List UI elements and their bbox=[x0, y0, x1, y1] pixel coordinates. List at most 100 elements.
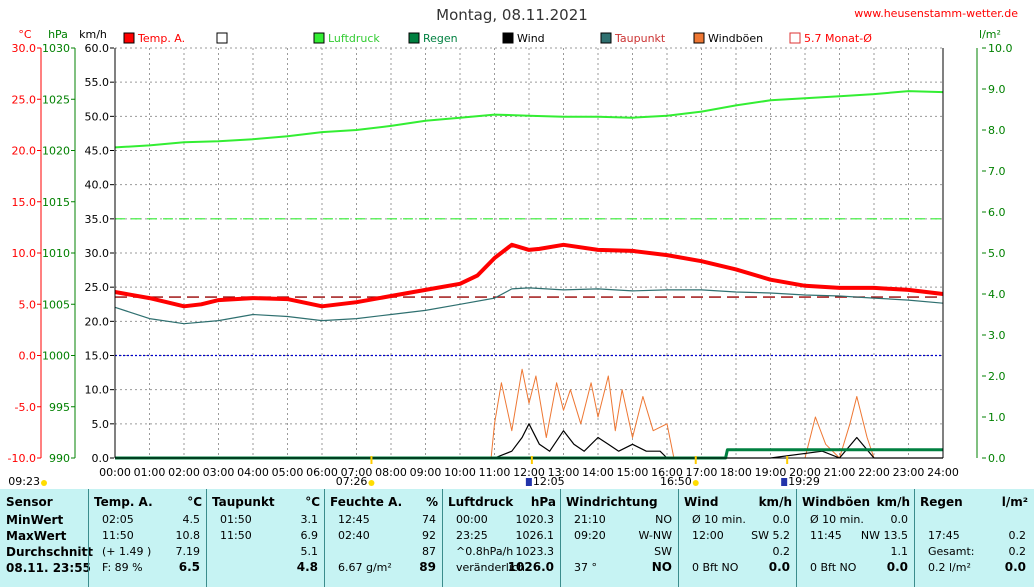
cell-label: 12:45 bbox=[338, 513, 370, 526]
section-divider bbox=[324, 489, 325, 587]
chart-series bbox=[114, 90, 944, 460]
x-tick-label: 14:00 bbox=[582, 466, 614, 479]
wind-axis-tick: 60.0 bbox=[85, 42, 110, 55]
pressure-axis-unit: hPa bbox=[48, 28, 68, 41]
wind-axis-tick: 25.0 bbox=[85, 281, 110, 294]
x-tick-label: 20:00 bbox=[789, 466, 821, 479]
pressure-axis-tick: 1030 bbox=[42, 42, 70, 55]
cell-value: 87 bbox=[422, 545, 436, 558]
temp-axis-tick: -5.0 bbox=[15, 401, 36, 414]
statistics-panel: Sensor MinWert MaxWert Durchschnitt 08.1… bbox=[0, 489, 1034, 587]
section-title: Luftdruck bbox=[448, 495, 514, 509]
x-tick-label: 22:00 bbox=[858, 466, 890, 479]
x-tick-label: 00:00 bbox=[99, 466, 131, 479]
x-tick-label: 08:00 bbox=[375, 466, 407, 479]
temp-axis-tick: 0.0 bbox=[19, 350, 37, 363]
x-tick-label: 17:00 bbox=[686, 466, 718, 479]
cell-label: 01:50 bbox=[220, 513, 252, 526]
cell-value: 7.19 bbox=[175, 545, 201, 558]
sun-marker-time: 19:29 bbox=[788, 475, 820, 488]
legend-label: Luftdruck bbox=[328, 32, 380, 45]
section-feuchte-a-: Feuchte A.% 12:45 74 02:40 92 87 6.67 g/m² 89 bbox=[330, 489, 438, 587]
moon-marker bbox=[781, 478, 788, 486]
rain-axis-tick: 5.0 bbox=[988, 247, 1006, 260]
pressure-axis-tick: 990 bbox=[49, 452, 70, 465]
weather-chart: 30.0 25.0 20.0 15.0 10.0 5.0 0.0 -5.0 -10.0 1030 1… bbox=[8, 6, 1019, 488]
x-tick-label: 13:00 bbox=[548, 466, 580, 479]
legend-swatch bbox=[408, 32, 420, 44]
rain-axis-tick: 0.0 bbox=[988, 452, 1006, 465]
cell-label: 17:45 bbox=[928, 529, 960, 542]
sun-marker-time: 16:50 bbox=[660, 475, 692, 488]
section-regen: Regen l/m² 17:45 0.2 Gesamt: 0.2 0.2 l/m² 0.0 bbox=[920, 489, 1028, 587]
cell-label: F: 89 % bbox=[102, 561, 143, 574]
cell-label: (+ 1.49 ) bbox=[102, 545, 152, 558]
legend-swatch bbox=[600, 32, 612, 44]
row-label-min: MinWert bbox=[6, 513, 64, 527]
cell-label: 09:20 bbox=[574, 529, 606, 542]
pressure-axis-tick: 1000 bbox=[42, 350, 70, 363]
legend-swatch bbox=[693, 32, 705, 44]
moon-marker bbox=[525, 478, 532, 486]
section-divider bbox=[796, 489, 797, 587]
wind-axis-tick: 20.0 bbox=[85, 315, 110, 328]
section-divider bbox=[206, 489, 207, 587]
section-title: Wind bbox=[684, 495, 719, 509]
wind-axis-tick: 10.0 bbox=[85, 384, 110, 397]
cell-value: 10.8 bbox=[175, 529, 201, 542]
row-label-max: MaxWert bbox=[6, 529, 67, 543]
sun-marker bbox=[41, 480, 47, 486]
temp-axis-unit: °C bbox=[18, 28, 32, 41]
cell-value: 1026.0 bbox=[507, 560, 554, 574]
legend-label: Temp. A. bbox=[137, 32, 185, 45]
cell-value: 0.0 bbox=[1004, 560, 1026, 574]
cell-label: 6.67 g/m² bbox=[338, 561, 392, 574]
x-tick-label: 06:00 bbox=[306, 466, 338, 479]
section-title: Regen bbox=[920, 495, 963, 509]
cell-label: Ø 10 min. bbox=[692, 513, 746, 526]
section-divider bbox=[914, 489, 915, 587]
cell-value: 0.0 bbox=[768, 560, 790, 574]
row-label-current: 08.11. 23:55 bbox=[6, 561, 91, 575]
section-unit: km/h bbox=[876, 495, 910, 509]
series-temp-a- bbox=[114, 242, 944, 309]
cell-label: 0 Bft NO bbox=[692, 561, 739, 574]
cell-label: veränderlich bbox=[456, 561, 525, 574]
x-tick-label: 07:00 bbox=[341, 466, 373, 479]
section-title: Windböen bbox=[802, 495, 870, 509]
section-taupunkt: Taupunkt °C 01:50 3.1 11:50 6.9 5.1 4.8 bbox=[212, 489, 320, 587]
cell-label: 0 Bft NO bbox=[810, 561, 857, 574]
x-tick-label: 18:00 bbox=[720, 466, 752, 479]
wind-axis-tick: 40.0 bbox=[85, 179, 110, 192]
wind-axis-tick: 5.0 bbox=[92, 418, 110, 431]
x-tick-label: 05:00 bbox=[272, 466, 304, 479]
cell-value: 0.2 bbox=[772, 545, 791, 558]
series-windb-en bbox=[115, 368, 943, 459]
cell-value: 4.5 bbox=[182, 513, 201, 526]
legend-label: 5.7 Monat-Ø bbox=[804, 32, 872, 45]
cell-value: 1020.3 bbox=[515, 513, 555, 526]
temp-axis-tick: 30.0 bbox=[12, 42, 37, 55]
x-tick-label: 01:00 bbox=[134, 466, 166, 479]
series-taupunkt bbox=[114, 287, 944, 325]
sun-marker bbox=[368, 480, 375, 486]
legend-swatch bbox=[313, 32, 325, 44]
temp-axis-tick: 10.0 bbox=[12, 247, 37, 260]
cell-label: 00:00 bbox=[456, 513, 488, 526]
legend-swatch bbox=[123, 32, 135, 44]
section-title: Feuchte A. bbox=[330, 495, 403, 509]
legend-label: Taupunkt bbox=[614, 32, 666, 45]
cell-value: SW bbox=[654, 545, 672, 558]
x-tick-label: 03:00 bbox=[203, 466, 235, 479]
wind-axis-tick: 35.0 bbox=[85, 213, 110, 226]
wind-axis-tick: 0.0 bbox=[92, 452, 110, 465]
cell-label: 37 ° bbox=[574, 561, 597, 574]
pressure-axis-tick: 995 bbox=[49, 401, 70, 414]
rain-axis-tick: 10.0 bbox=[988, 42, 1013, 55]
cell-label: ^0.8hPa/h bbox=[456, 545, 514, 558]
cell-value: NO bbox=[655, 513, 672, 526]
section-divider bbox=[678, 489, 679, 587]
x-tick-label: 12:00 bbox=[513, 466, 545, 479]
section-title: Temp. A. bbox=[94, 495, 153, 509]
section-wind: Wind km/h Ø 10 min. 0.0 12:00 SW 5.2 0.2 0 Bft … bbox=[684, 489, 792, 587]
